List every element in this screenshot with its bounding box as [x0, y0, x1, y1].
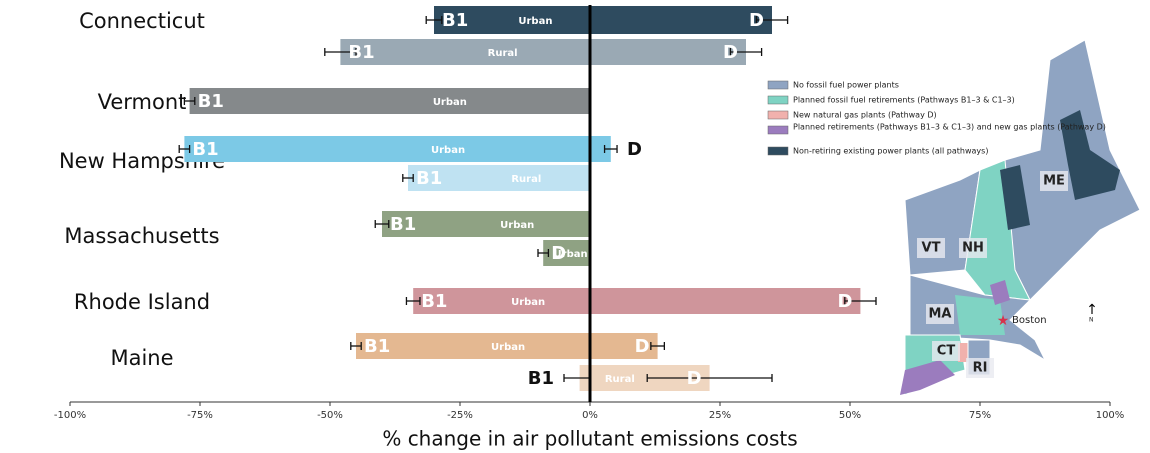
- scenario-label: B1: [528, 368, 554, 389]
- scenario-label: B1: [390, 214, 416, 235]
- x-axis-label: % change in air pollutant emissions cost…: [382, 427, 797, 451]
- x-tick-label: 0%: [582, 410, 598, 421]
- legend-swatch: [767, 125, 789, 135]
- scenario-label: B1: [442, 10, 468, 31]
- setting-label: Rural: [511, 174, 541, 185]
- map-region: [900, 360, 955, 395]
- bar: [340, 39, 590, 65]
- setting-label: Urban: [500, 220, 534, 231]
- legend-label: Planned retirements (Pathways B1–3 & C1–…: [793, 123, 1106, 132]
- state-badge: [926, 304, 954, 324]
- map-region: [955, 295, 1005, 335]
- bar: [434, 6, 590, 34]
- scenario-label: D: [551, 243, 566, 264]
- state-badge: [966, 358, 994, 378]
- scenario-label: B1: [421, 291, 447, 312]
- legend-swatch: [767, 80, 789, 90]
- state-label: Maine: [110, 346, 173, 370]
- bar: [413, 288, 590, 314]
- state-label: Vermont: [98, 90, 187, 114]
- map: ↑ No fossil fuel power plants Planned fos…: [767, 39, 1141, 396]
- map-state-label: CT: [937, 344, 956, 359]
- scenario-label: D: [837, 291, 852, 312]
- state-badge: [959, 238, 987, 258]
- legend-label: Planned fossil fuel retirements (Pathway…: [793, 96, 1015, 105]
- bar: [590, 136, 611, 162]
- setting-label: Urban: [511, 297, 545, 308]
- setting-label: Urban: [433, 97, 467, 108]
- scenario-label: D: [635, 336, 650, 357]
- state-label: Rhode Island: [74, 290, 210, 314]
- north-label: N: [1089, 317, 1094, 324]
- state-badge: [1040, 171, 1068, 191]
- legend-label: No fossil fuel power plants: [793, 81, 899, 90]
- x-tick-label: 100%: [1096, 410, 1125, 421]
- map-region: [990, 280, 1010, 305]
- bar: [590, 288, 861, 314]
- bar: [543, 240, 590, 266]
- scenario-label: D: [723, 42, 738, 63]
- bar: [590, 333, 658, 359]
- setting-label: Urban: [491, 342, 525, 353]
- city-label: Boston: [1012, 315, 1047, 326]
- map-state-label: NH: [962, 241, 984, 256]
- map-state-label: RI: [973, 361, 988, 376]
- x-tick-label: 50%: [839, 410, 861, 421]
- state-badge: [917, 238, 945, 258]
- bar: [184, 136, 590, 162]
- x-tick-label: -50%: [317, 410, 343, 421]
- setting-label: Rural: [605, 374, 635, 385]
- scenario-label: D: [687, 368, 702, 389]
- scenario-label: B1: [348, 42, 374, 63]
- legend-label: New natural gas plants (Pathway D): [793, 111, 937, 120]
- north-arrow: ↑: [1086, 302, 1098, 318]
- legend-swatch: [767, 110, 789, 120]
- scenario-label: D: [749, 10, 764, 31]
- setting-label: Rural: [488, 48, 518, 59]
- map-region: [1060, 110, 1120, 200]
- bar: [382, 211, 590, 237]
- scenario-label: B1: [198, 91, 224, 112]
- bar: [590, 39, 746, 65]
- map-region: [1000, 165, 1030, 230]
- setting-label: Urban: [431, 145, 465, 156]
- map-state-label: ME: [1043, 174, 1065, 189]
- scenario-label: B1: [192, 139, 218, 160]
- bar: [356, 333, 590, 359]
- x-tick-label: 75%: [969, 410, 991, 421]
- scenario-label: B1: [416, 168, 442, 189]
- state-label: Connecticut: [79, 9, 205, 33]
- state-label: Massachusetts: [64, 224, 219, 248]
- state-badge: [932, 341, 960, 361]
- x-tick-label: -25%: [447, 410, 473, 421]
- bar: [408, 165, 590, 191]
- city-marker: ★: [997, 313, 1010, 329]
- scenario-label: D: [627, 139, 642, 160]
- legend-label: Non-retiring existing power plants (all …: [793, 147, 988, 156]
- map-state-label: MA: [929, 307, 952, 322]
- x-tick-label: -100%: [54, 410, 86, 421]
- setting-label: Urban: [554, 249, 588, 260]
- x-tick-label: 25%: [709, 410, 731, 421]
- legend-swatch: [767, 146, 789, 156]
- bar: [189, 88, 590, 114]
- x-tick-label: -75%: [187, 410, 213, 421]
- bar: [590, 6, 772, 34]
- legend-swatch: [767, 95, 789, 105]
- map-state-label: VT: [922, 241, 941, 256]
- setting-label: Urban: [518, 16, 552, 27]
- scenario-label: B1: [364, 336, 390, 357]
